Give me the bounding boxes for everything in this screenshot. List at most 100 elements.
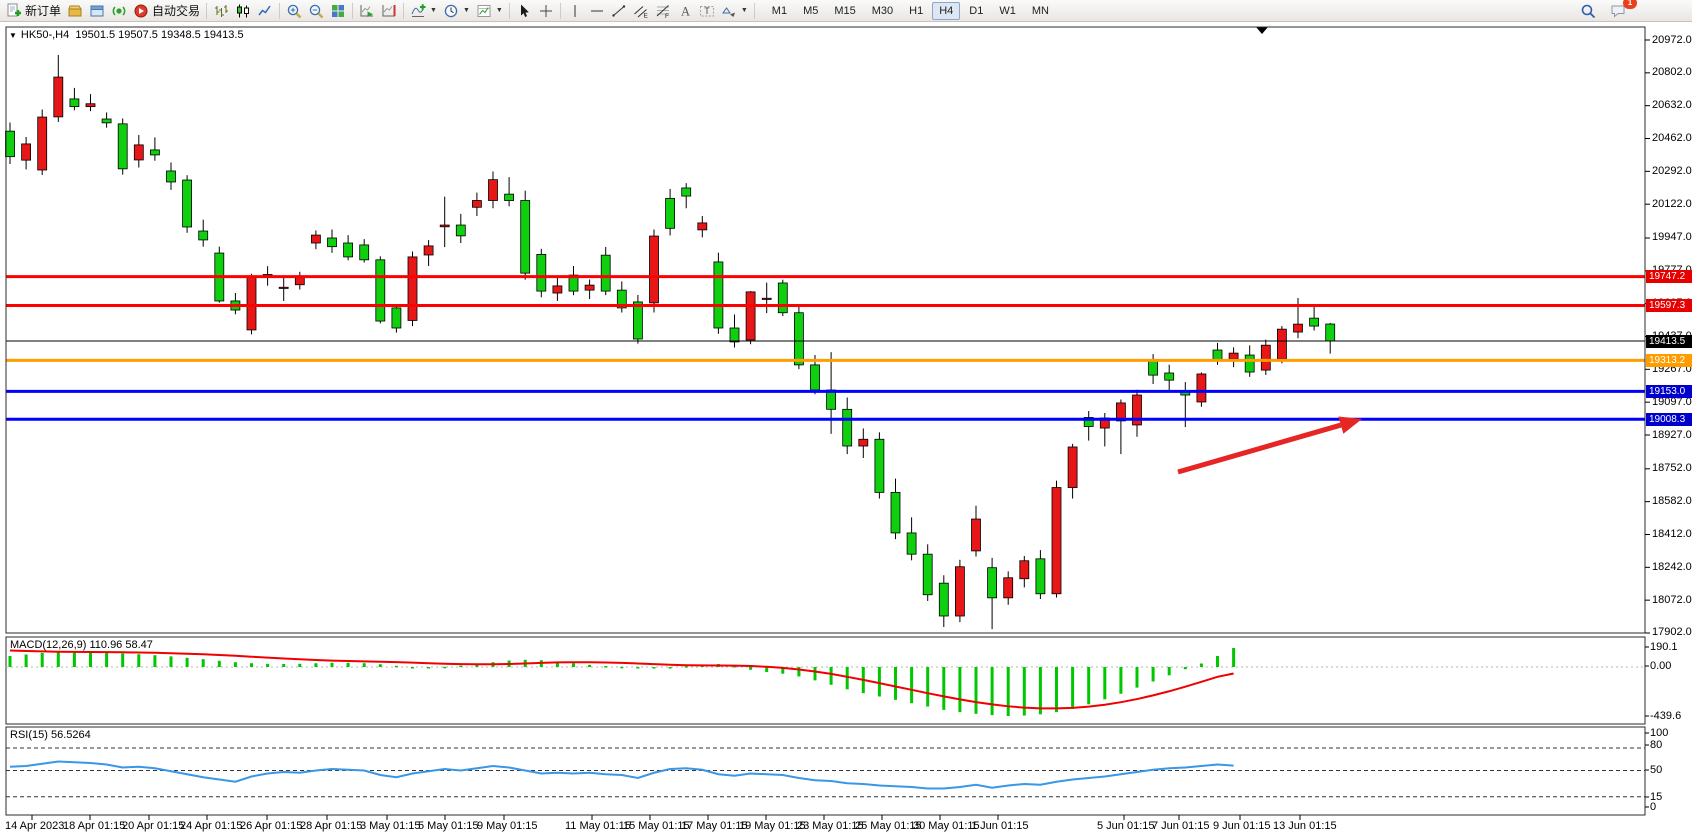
svg-text:E: E: [643, 12, 648, 19]
timeframe-H4[interactable]: H4: [932, 1, 961, 20]
macd-histogram-bar: [1232, 648, 1236, 667]
candlestick: [407, 256, 418, 321]
toolbar-buttons: 新订单 自动交易 ▼ ▼ ▼ E F A T ▼: [3, 1, 758, 21]
line-chart-button[interactable]: [254, 1, 276, 21]
macd-histogram-bar: [56, 651, 60, 667]
crosshair-icon: [538, 3, 554, 19]
timeframe-M30[interactable]: M30: [871, 4, 894, 17]
macd-histogram-bar: [105, 652, 109, 667]
collapse-caret-icon[interactable]: ▼: [9, 31, 17, 40]
macd-histogram-bar: [169, 656, 173, 667]
timeframe-M1[interactable]: M1: [771, 4, 788, 17]
auto-scroll-button[interactable]: [356, 1, 378, 21]
candlestick: [1116, 402, 1126, 422]
timeframe-W1[interactable]: W1: [999, 4, 1016, 17]
vertical-line-button[interactable]: [564, 1, 586, 21]
market-watch-button[interactable]: [64, 1, 86, 21]
candlestick: [471, 200, 482, 208]
macd-histogram-bar: [1103, 667, 1107, 700]
label-button[interactable]: T: [696, 1, 718, 21]
macd-histogram-bar: [572, 663, 575, 667]
macd-histogram-bar: [185, 657, 189, 667]
candlestick: [536, 254, 547, 292]
macd-histogram-bar: [394, 665, 398, 668]
macd-histogram-bar: [1006, 667, 1010, 716]
zoom-out-button[interactable]: [305, 1, 327, 21]
candlestick: [616, 289, 627, 309]
macd-histogram-bar: [443, 666, 447, 669]
indicators-button[interactable]: ▼: [407, 1, 440, 21]
macd-histogram-bar: [1022, 667, 1026, 716]
macd-histogram-bar: [362, 663, 366, 667]
candles-chart-button[interactable]: [232, 1, 254, 21]
trend-arrow-head: [1338, 416, 1362, 434]
macd-histogram-bar: [378, 664, 382, 667]
macd-histogram-bar: [121, 653, 125, 667]
macd-histogram-bar: [1055, 667, 1058, 713]
horizontal-line-button[interactable]: [586, 1, 608, 21]
candlestick: [133, 144, 144, 161]
chevron-down-icon: ▼: [740, 7, 748, 14]
candlestick: [665, 197, 675, 229]
candlestick: [568, 274, 579, 292]
text-button[interactable]: A: [674, 1, 696, 21]
candlestick: [21, 143, 32, 161]
fibonacci-button[interactable]: F: [652, 1, 674, 21]
chat-button[interactable]: 1: [1607, 0, 1637, 21]
timeframe-M5[interactable]: M5: [803, 4, 819, 17]
macd-histogram-bar: [749, 667, 753, 670]
templates-button[interactable]: ▼: [473, 1, 506, 21]
search-button[interactable]: [1577, 1, 1599, 21]
candlestick: [826, 389, 836, 410]
macd-histogram-bar: [24, 654, 28, 667]
candlestick: [166, 170, 176, 183]
tile-windows-button[interactable]: [327, 1, 349, 21]
trendline-icon: [611, 3, 627, 19]
timeframe-M15[interactable]: M15: [834, 4, 856, 17]
autoscroll-icon: [359, 3, 375, 19]
timeframe-D1[interactable]: D1: [969, 4, 984, 17]
macd-histogram-bar: [475, 664, 479, 667]
zoom-in-button[interactable]: [283, 1, 305, 21]
autotrading-button[interactable]: 自动交易: [130, 1, 203, 21]
candlestick: [423, 245, 434, 256]
macd-histogram-bar: [282, 664, 286, 667]
macd-histogram-bar: [974, 667, 978, 714]
bars-chart-button[interactable]: [210, 1, 232, 21]
symbol-text: HK50-,H4: [20, 29, 70, 41]
timeframe-MN[interactable]: MN: [1031, 4, 1049, 17]
candlestick: [294, 276, 305, 286]
new-order-icon: [6, 3, 22, 19]
vline-icon: [567, 3, 583, 19]
candlestick: [455, 224, 466, 237]
blue-window-icon: [89, 3, 105, 19]
candlestick: [359, 244, 370, 261]
periods-button[interactable]: ▼: [440, 1, 473, 21]
candlestick: [1309, 317, 1319, 327]
candlestick: [1277, 328, 1287, 360]
trendline-button[interactable]: [608, 1, 630, 21]
svg-text:F: F: [665, 13, 669, 19]
crosshair-button[interactable]: [535, 1, 557, 21]
candlestick: [488, 179, 498, 201]
chart-shift-button[interactable]: [378, 1, 400, 21]
macd-histogram-bar: [668, 667, 672, 669]
candlestick: [938, 582, 949, 617]
linechart-icon: [257, 3, 273, 19]
shapes-button[interactable]: ▼: [718, 1, 751, 21]
data-window-button[interactable]: [86, 1, 108, 21]
cursor-button[interactable]: [513, 1, 535, 21]
candlestick: [69, 98, 80, 108]
macd-histogram-bar: [1151, 667, 1155, 682]
candlestick: [5, 130, 15, 158]
candlestick: [906, 532, 917, 555]
macd-histogram-bar: [137, 654, 141, 667]
candlestick: [584, 284, 595, 291]
macd-histogram-bar: [990, 667, 994, 716]
macd-histogram-bar: [298, 663, 302, 667]
channel-button[interactable]: E: [630, 1, 652, 21]
new-order-button[interactable]: 新订单: [3, 1, 64, 21]
timeframe-H1[interactable]: H1: [909, 4, 924, 17]
navigator-button[interactable]: [108, 1, 130, 21]
